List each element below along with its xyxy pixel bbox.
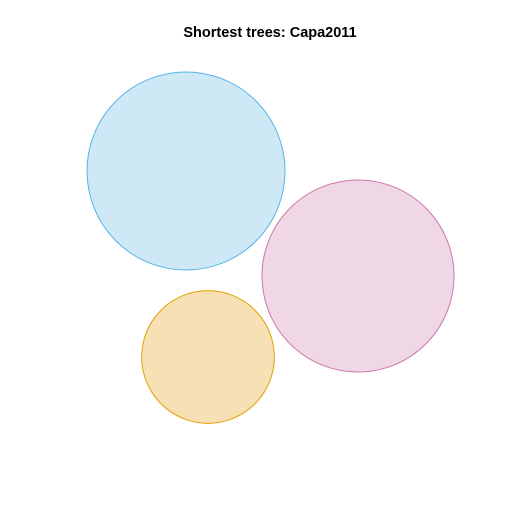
circle-1 xyxy=(86,71,286,271)
chart-title: Shortest trees: Capa2011 xyxy=(183,25,356,41)
circle-3 xyxy=(141,290,275,424)
circles-layer xyxy=(86,71,455,424)
circle-2 xyxy=(261,179,455,373)
